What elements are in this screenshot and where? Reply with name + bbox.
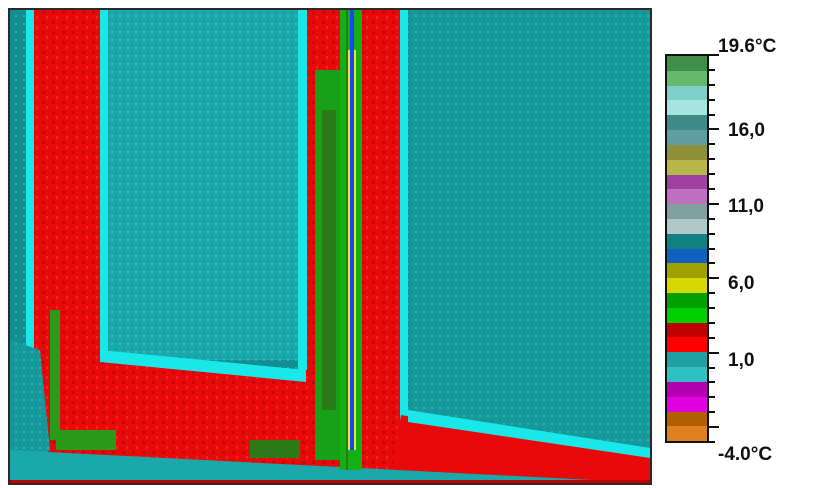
- scale-ticks: [709, 54, 721, 443]
- scale-label-16: 16,0: [728, 120, 765, 141]
- scale-swatch: [667, 337, 707, 353]
- scale-tick: [709, 352, 719, 354]
- scale-swatch: [667, 307, 707, 323]
- scale-swatch: [667, 263, 707, 279]
- scale-swatch: [667, 233, 707, 249]
- scale-label-6: 6,0: [728, 273, 755, 294]
- scale-min-label: -4.0°C: [718, 444, 773, 465]
- scale-swatch: [667, 218, 707, 234]
- scale-tick: [709, 262, 715, 264]
- scale-swatch: [667, 144, 707, 160]
- scale-swatch: [667, 381, 707, 397]
- scale-tick: [709, 367, 715, 369]
- scale-swatch: [667, 85, 707, 101]
- scale-swatch: [667, 293, 707, 308]
- scale-max-label: 19.6°C: [718, 36, 777, 57]
- scale-swatch: [667, 411, 707, 427]
- scale-label-1: 1,0: [728, 350, 755, 371]
- scale-tick: [709, 203, 719, 205]
- scale-swatch: [667, 426, 707, 442]
- scale-tick: [709, 173, 715, 175]
- scale-tick: [709, 248, 715, 250]
- scale-tick: [709, 381, 715, 383]
- scale-tick: [709, 322, 715, 324]
- scale-label-11: 11,0: [728, 196, 764, 217]
- scale-tick: [709, 337, 715, 339]
- scale-tick: [709, 396, 715, 398]
- scale-tick: [709, 233, 715, 235]
- scale-swatch: [667, 204, 707, 219]
- scale-swatch: [667, 56, 707, 71]
- scale-tick: [709, 114, 715, 116]
- thermogram-canvas: [10, 10, 650, 483]
- scale-swatch: [667, 189, 707, 205]
- scale-tick: [709, 441, 715, 443]
- scale-tick: [709, 188, 715, 190]
- scale-tick: [709, 99, 715, 101]
- scale-tick: [709, 54, 719, 56]
- scale-swatch: [667, 70, 707, 86]
- scale-tick: [709, 307, 715, 309]
- scale-swatch: [667, 174, 707, 190]
- scale-swatch: [667, 100, 707, 116]
- scale-tick: [709, 84, 715, 86]
- temperature-scale-bar: [665, 54, 709, 443]
- scale-tick: [709, 128, 719, 130]
- scale-swatch: [667, 159, 707, 175]
- scale-tick: [709, 277, 719, 279]
- scale-tick: [709, 426, 719, 428]
- scale-swatch: [667, 352, 707, 368]
- scale-tick: [709, 143, 715, 145]
- scale-swatch: [667, 248, 707, 264]
- thermogram-image: [10, 10, 650, 483]
- scale-tick: [709, 69, 715, 71]
- scale-tick: [709, 411, 715, 413]
- scale-swatch: [667, 322, 707, 338]
- scale-swatch: [667, 367, 707, 382]
- scale-swatch: [667, 130, 707, 145]
- scale-tick: [709, 158, 715, 160]
- scale-swatch: [667, 278, 707, 293]
- scale-swatch: [667, 396, 707, 412]
- scale-tick: [709, 292, 715, 294]
- scale-tick: [709, 218, 715, 220]
- scale-swatch: [667, 115, 707, 131]
